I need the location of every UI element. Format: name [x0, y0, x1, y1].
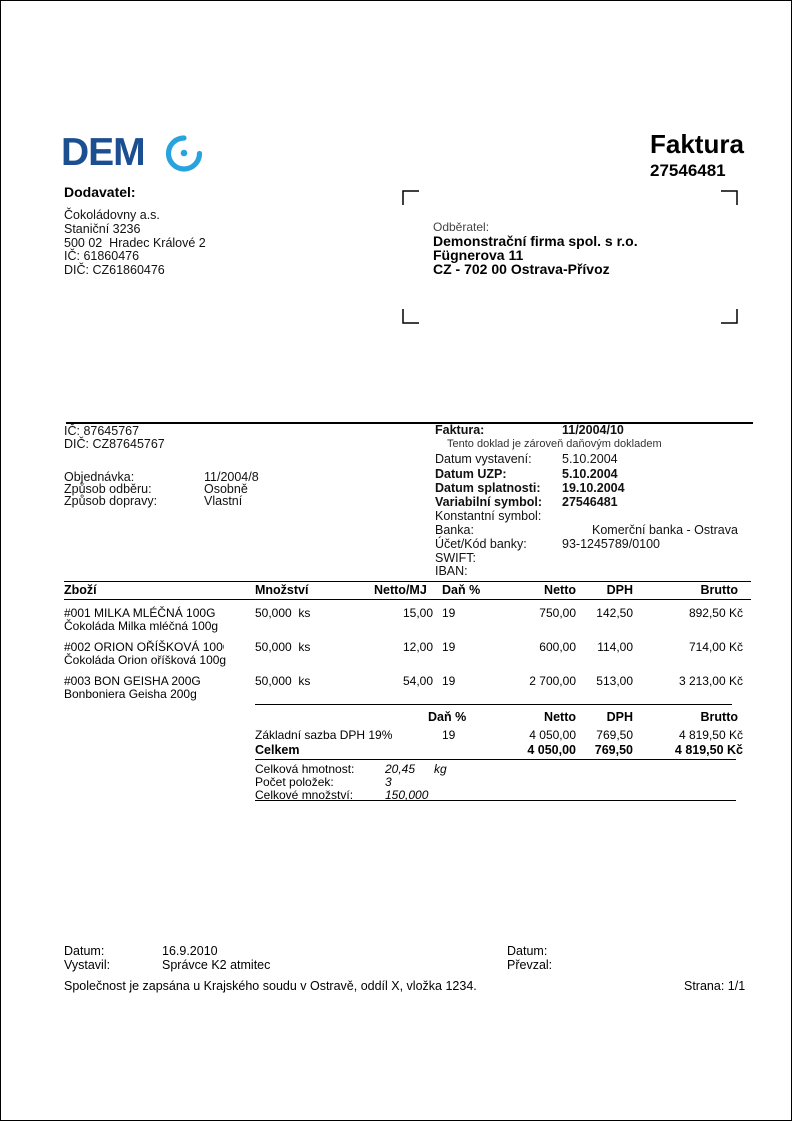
svg-text:DEM: DEM — [63, 131, 145, 174]
